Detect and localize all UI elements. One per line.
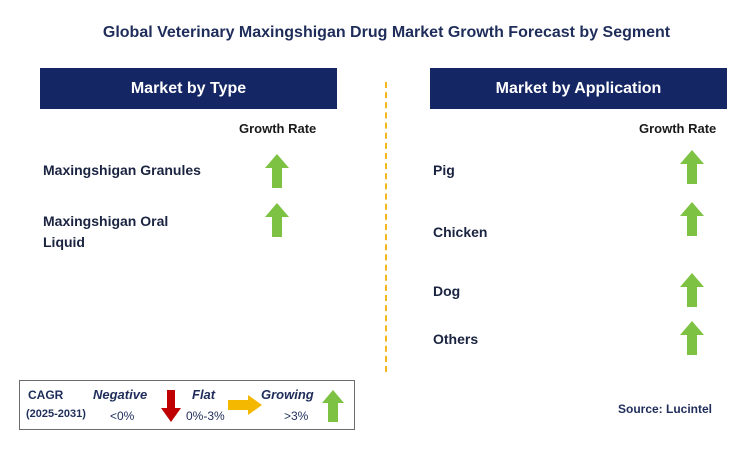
type-item-granules: Maxingshigan Granules — [43, 162, 201, 178]
type-growth-rate-header: Growth Rate — [239, 121, 317, 136]
legend-growing-label: Growing — [261, 387, 314, 402]
legend-negative-value: <0% — [110, 409, 135, 423]
cagr-legend: CAGR (2025-2031) Negative <0% Flat 0%-3%… — [19, 380, 355, 430]
legend-flat-value: 0%-3% — [186, 409, 225, 423]
market-by-type-header: Market by Type — [40, 68, 337, 109]
source-note: Source: Lucintel — [618, 402, 713, 416]
green-up-arrow-icon — [322, 390, 344, 422]
green-up-arrow-icon — [265, 203, 289, 237]
legend-cagr-label: CAGR — [28, 388, 64, 402]
green-up-arrow-icon — [265, 154, 289, 188]
legend-flat-label: Flat — [192, 387, 216, 402]
type-item-oral-liquid-line2: Liquid — [43, 234, 85, 250]
application-growth-rate-header: Growth Rate — [639, 121, 717, 136]
green-up-arrow-icon — [680, 273, 704, 307]
green-up-arrow-icon — [680, 321, 704, 355]
application-item-dog: Dog — [433, 283, 461, 299]
application-item-others: Others — [433, 331, 479, 347]
legend-negative-label: Negative — [93, 387, 148, 402]
red-down-arrow-icon — [161, 390, 181, 422]
chart-title: Global Veterinary Maxingshigan Drug Mark… — [102, 24, 671, 41]
type-item-oral-liquid-line1: Maxingshigan Oral — [43, 213, 169, 229]
panel-divider — [385, 82, 387, 372]
green-up-arrow-icon — [680, 202, 704, 236]
application-item-chicken: Chicken — [433, 224, 488, 240]
type-item-oral-liquid: Maxingshigan Oral Liquid — [43, 211, 168, 253]
green-up-arrow-icon — [680, 150, 704, 184]
legend-period: (2025-2031) — [26, 408, 86, 420]
yellow-right-arrow-icon — [228, 395, 262, 415]
application-item-pig: Pig — [433, 162, 455, 178]
market-by-application-header: Market by Application — [430, 68, 727, 109]
legend-growing-value: >3% — [284, 409, 309, 423]
